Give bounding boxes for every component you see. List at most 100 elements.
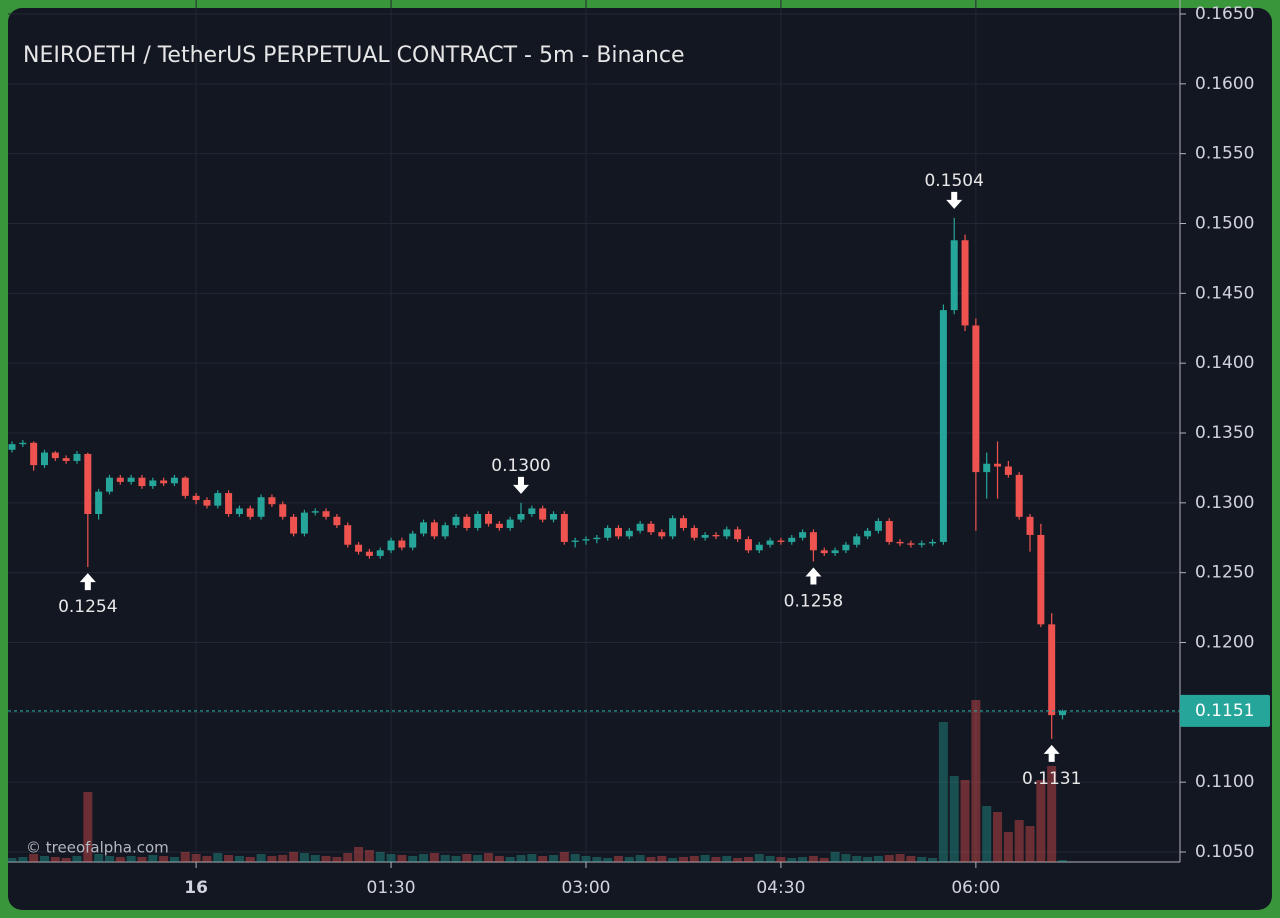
candle-body — [355, 544, 363, 552]
volume-bar — [711, 857, 721, 862]
candle-body — [723, 529, 731, 537]
x-tick-label: 06:00 — [951, 878, 1000, 898]
annotation-label: 0.1254 — [58, 597, 117, 617]
x-tick-label: 03:00 — [561, 878, 610, 898]
candle-body — [983, 463, 991, 473]
last-price-box — [1180, 694, 1270, 727]
last-price-label: 0.1151 — [1195, 701, 1254, 721]
candle-body — [560, 514, 568, 542]
candle-body — [669, 518, 677, 537]
candle-body — [506, 519, 514, 528]
volume-bar — [484, 853, 494, 862]
candle-body — [127, 477, 135, 482]
candle-body — [1015, 474, 1023, 517]
volume-bar — [115, 857, 125, 862]
candle-body — [604, 527, 612, 538]
volume-bar — [191, 854, 201, 862]
volume-bar — [462, 854, 472, 862]
volume-bar — [787, 858, 797, 862]
volume-bar — [928, 858, 938, 862]
candle-body — [571, 540, 579, 542]
volume-bar — [332, 857, 342, 862]
y-tick-label: 0.1500 — [1195, 214, 1254, 234]
volume-bar — [104, 856, 114, 862]
volume-bar — [137, 857, 147, 862]
volume-bar — [906, 856, 916, 862]
volume-bar — [429, 853, 439, 862]
volume-bar — [1047, 766, 1057, 862]
volume-bar — [148, 855, 158, 862]
volume-bar — [743, 857, 753, 862]
candle-body — [994, 463, 1002, 467]
volume-bar — [473, 855, 483, 862]
annotation-label: 0.1504 — [924, 171, 983, 191]
candle-body — [582, 539, 590, 541]
volume-bar — [494, 856, 504, 862]
volume-bar — [538, 856, 548, 862]
candle-body — [647, 523, 655, 533]
y-tick-label: 0.1100 — [1195, 772, 1254, 792]
volume-bar — [39, 856, 49, 862]
candle-body — [874, 520, 882, 531]
volume-bar — [722, 856, 732, 862]
candle-body — [961, 240, 969, 326]
candle-body — [701, 534, 709, 538]
candle-body — [755, 544, 763, 551]
candle-body — [593, 537, 601, 540]
candle-body — [441, 525, 449, 537]
candle-body — [712, 534, 720, 537]
candle-body — [344, 525, 352, 545]
candle-body — [820, 550, 828, 554]
candle-body — [235, 508, 243, 515]
candle-body — [420, 522, 428, 534]
candle-body — [690, 527, 698, 538]
candle-body — [333, 516, 341, 526]
candle-body — [896, 541, 904, 544]
candle-body — [311, 511, 319, 513]
volume-bar — [646, 857, 656, 862]
candle-body — [268, 497, 276, 505]
volume-bar — [419, 854, 429, 862]
volume-bar — [169, 857, 179, 862]
y-tick-label: 0.1400 — [1195, 353, 1254, 373]
volume-bar — [1014, 820, 1024, 862]
candle-body — [51, 452, 59, 459]
candle-body — [116, 477, 124, 482]
volume-bar — [949, 776, 959, 862]
candle-body — [842, 544, 850, 551]
candle-body — [1026, 516, 1034, 535]
volume-bar — [765, 856, 775, 862]
candle-body — [1037, 534, 1045, 625]
volume-bar — [343, 853, 353, 862]
volume-bar — [798, 857, 808, 862]
volume-bar — [202, 856, 212, 862]
volume-bar — [603, 858, 613, 862]
volume-bar — [451, 856, 461, 862]
candle-body — [279, 504, 287, 517]
candle-body — [950, 240, 958, 311]
volume-bar — [819, 858, 829, 862]
candle-body — [744, 539, 752, 551]
candle-body — [95, 491, 103, 515]
volume-bar — [592, 857, 602, 862]
volume-bar — [213, 853, 223, 862]
volume-bar — [61, 858, 71, 862]
volume-bar — [94, 854, 104, 862]
volume-bar — [938, 722, 948, 862]
candle-body — [257, 497, 265, 517]
volume-bar — [505, 857, 515, 862]
candle-body — [452, 516, 460, 526]
volume-bar — [776, 857, 786, 862]
volume-bar — [83, 792, 93, 862]
volume-bar — [289, 852, 299, 862]
volume-bar — [993, 812, 1003, 862]
candle-body — [788, 537, 796, 542]
candle-body — [19, 442, 27, 445]
x-tick-label: 16 — [184, 878, 208, 898]
arrow — [805, 567, 822, 585]
x-tick-label: 01:30 — [367, 878, 416, 898]
y-tick-label: 0.1050 — [1195, 842, 1254, 862]
volume-bar — [386, 854, 396, 862]
volume-bar — [516, 855, 526, 862]
volume-bar — [364, 850, 374, 862]
